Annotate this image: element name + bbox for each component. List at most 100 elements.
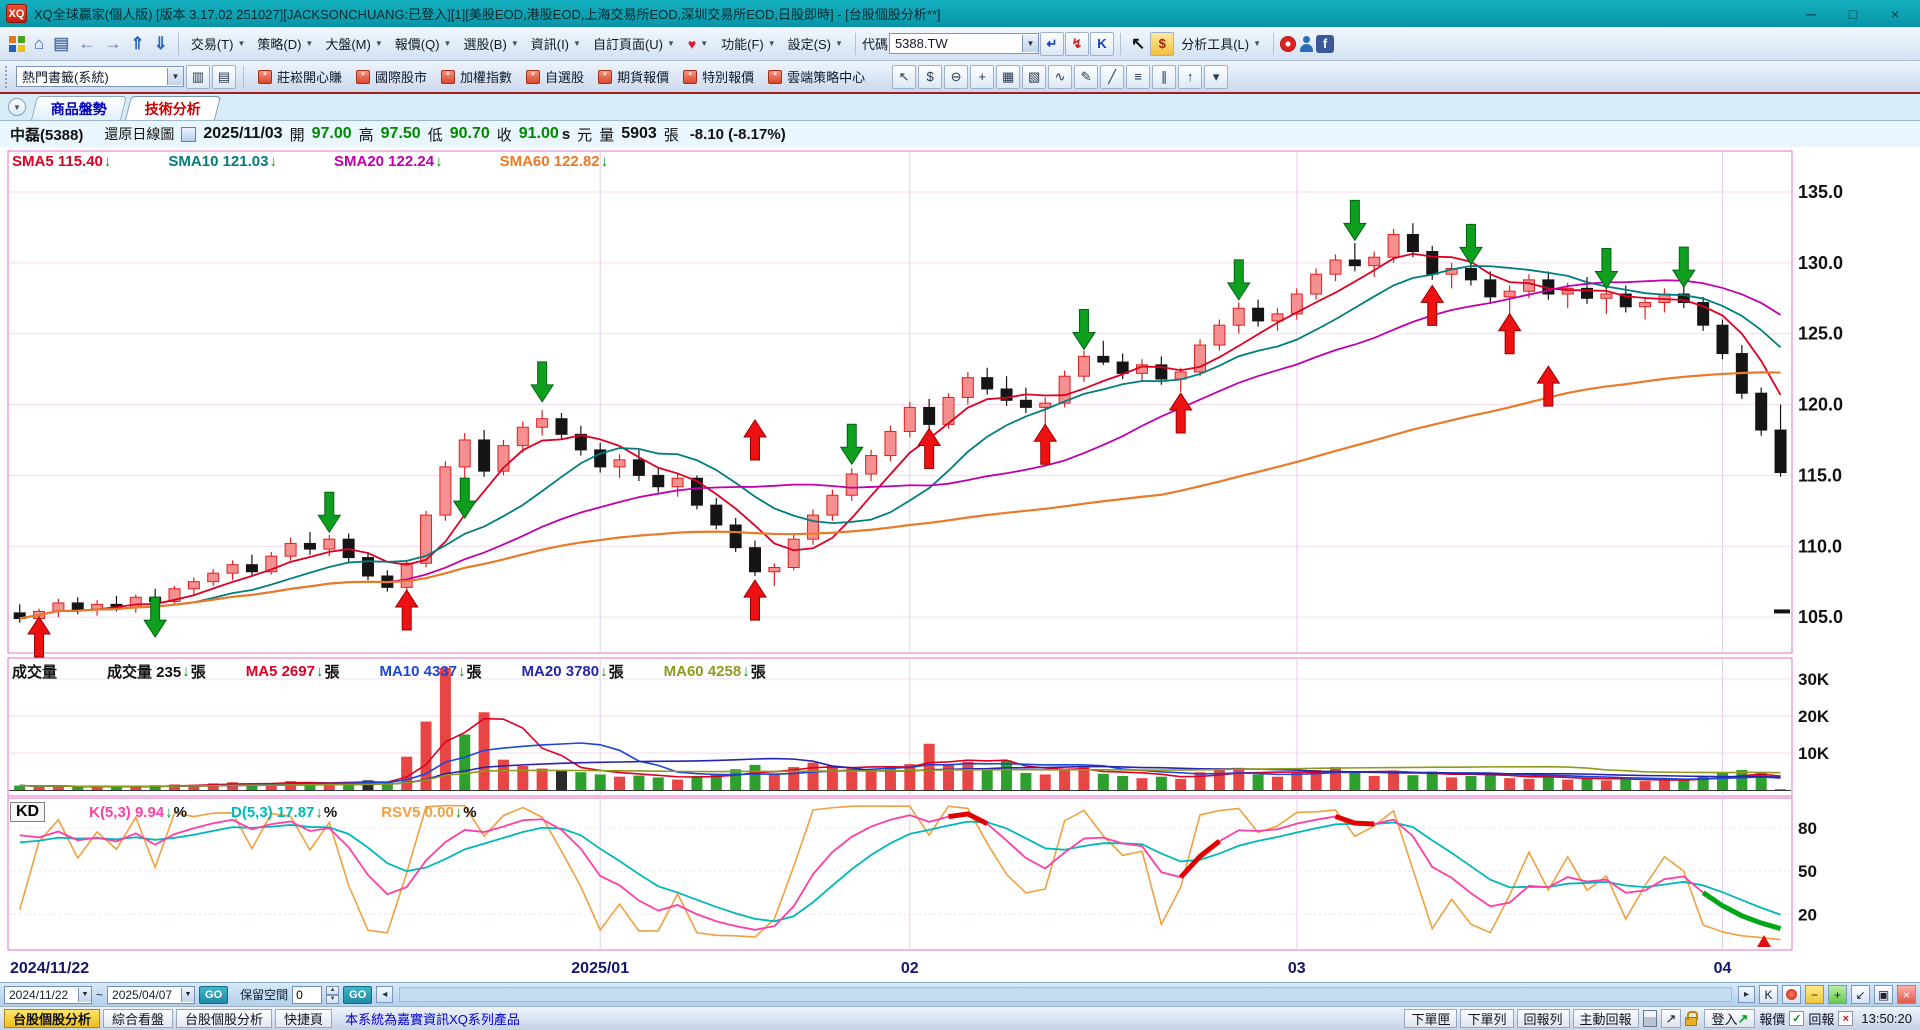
draw-tool-icon[interactable]: ⊖ (944, 64, 969, 89)
kline-chart-button[interactable]: K (1089, 31, 1114, 56)
draw-tool-icon[interactable]: ∿ (1048, 64, 1073, 89)
zoom-in-icon[interactable]: + (1828, 985, 1847, 1004)
toolbar-grip[interactable] (5, 65, 10, 88)
menu-item[interactable]: 交易(T) ▼ (190, 37, 246, 52)
status-tab[interactable]: 台股個股分析 (176, 1009, 273, 1028)
kd-legend-item[interactable]: D(5,3) 17.87 ↓ % (231, 803, 338, 821)
calculator-icon[interactable] (1642, 1010, 1657, 1027)
chevron-down-icon[interactable]: ▼ (78, 987, 91, 1002)
status-tab[interactable]: 快捷頁 (275, 1009, 333, 1028)
price-tool-icon[interactable]: $ (1150, 31, 1175, 56)
facebook-icon[interactable]: f (1316, 34, 1335, 53)
bookmark-button[interactable]: * 莊崧開心賺 (251, 65, 349, 88)
bookmark-button[interactable]: * 加權指數 (434, 65, 519, 88)
volume-legend-item[interactable]: MA60 4258 ↓ 張 (663, 663, 766, 681)
restore-icon[interactable]: ↙ (1851, 985, 1870, 1004)
analysis-tools-menu[interactable]: 分析工具(L) ▼ (1181, 37, 1262, 52)
bookmark-button[interactable]: * 期貨報價 (591, 65, 676, 88)
record-icon[interactable] (1280, 35, 1297, 52)
expand-down-icon[interactable]: ⇓ (153, 33, 168, 53)
chevron-down-icon[interactable]: ▼ (181, 987, 195, 1002)
lock-icon[interactable] (1685, 1011, 1699, 1026)
kd-legend-item[interactable]: K(5,3) 9.94 ↓ % (89, 803, 187, 821)
draw-tool-icon[interactable]: ↖ (892, 64, 917, 89)
sma-legend-item[interactable]: SMA20 122.24 ↓ (333, 153, 443, 170)
menu-item[interactable]: 選股(B) ▼ (463, 37, 519, 52)
bookmark-button[interactable]: * 國際股市 (349, 65, 434, 88)
k-mode-button[interactable]: K (1759, 985, 1778, 1004)
zoom-out-icon[interactable]: − (1805, 985, 1824, 1004)
home-icon[interactable]: ⌂ (34, 33, 45, 53)
order-button[interactable]: 回報列 (1516, 1009, 1570, 1028)
symbol-code-input[interactable]: 5388.TW ▼ (888, 33, 1039, 54)
volume-legend-item[interactable]: 成交量 235 ↓ 張 (107, 663, 206, 681)
draw-tool-icon[interactable]: ▧ (1022, 64, 1047, 89)
column-chart-icon[interactable]: ▤ (212, 64, 236, 89)
menu-item[interactable]: 策略(D) ▼ (257, 37, 314, 52)
page-tab[interactable]: 技術分析 (125, 96, 221, 120)
go-button-2[interactable]: GO (343, 985, 373, 1004)
draw-tool-icon[interactable]: $ (918, 64, 943, 89)
kd-legend-item[interactable]: RSV5 0.00 ↓ % (381, 803, 477, 821)
back-icon[interactable]: ← (78, 33, 96, 53)
reserve-space-input[interactable] (292, 985, 323, 1004)
scroll-left-icon[interactable]: ◂ (376, 986, 394, 1003)
spinner-control[interactable]: ▲ ▼ (326, 985, 340, 1004)
status-tab[interactable]: 綜合看盤 (103, 1009, 174, 1028)
page-tab[interactable]: 商品盤勢 (31, 96, 127, 120)
popout-icon[interactable]: ↗ (1660, 1009, 1682, 1028)
chart-canvas[interactable]: 135.0 130.0 125.0 120.0 115.0 110.0 105.0 30K 20… (0, 147, 1920, 982)
menu-item[interactable]: 大盤(M) ▼ (325, 37, 383, 52)
record-dot-button[interactable] (1782, 985, 1801, 1004)
collapse-up-icon[interactable]: ⇑ (130, 33, 145, 53)
chevron-down-icon[interactable]: ▼ (1021, 35, 1038, 52)
order-button[interactable]: 下單列 (1460, 1009, 1514, 1028)
report-status-cross-icon[interactable]: × (1838, 1011, 1854, 1026)
order-button[interactable]: 下單匣 (1404, 1009, 1458, 1028)
draw-tool-icon[interactable]: ↑ (1178, 64, 1203, 89)
draw-tool-icon[interactable]: ▾ (1204, 64, 1229, 89)
volume-legend-item[interactable]: MA20 3780 ↓ 張 (521, 663, 624, 681)
draw-tool-icon[interactable]: + (970, 64, 995, 89)
sma-legend-item[interactable]: SMA10 121.03 ↓ (168, 153, 277, 170)
forward-icon[interactable]: → (104, 33, 122, 53)
volume-legend-item[interactable]: MA10 4337 ↓ 張 (379, 663, 482, 681)
page-list-icon[interactable]: ▤ (53, 33, 70, 53)
enter-symbol-button[interactable]: ↵ (1039, 31, 1064, 56)
maximize-button[interactable]: □ (1848, 5, 1858, 22)
minimize-button[interactable]: ─ (1806, 5, 1816, 22)
chevron-down-icon[interactable]: ▼ (167, 68, 183, 85)
draw-tool-icon[interactable]: ✎ (1074, 64, 1099, 89)
date-from-combo[interactable]: 2024/11/22 ▼ (4, 985, 92, 1004)
cursor-tool-icon[interactable]: ↖ (1130, 33, 1146, 53)
login-button[interactable]: 登入 ↗ (1704, 1009, 1756, 1028)
menu-item[interactable]: 報價(Q) ▼ (394, 37, 452, 52)
go-button[interactable]: GO (199, 985, 229, 1004)
draw-tool-icon[interactable]: ≡ (1126, 64, 1151, 89)
draw-tool-icon[interactable]: ∥ (1152, 64, 1177, 89)
menu-item[interactable]: 自訂頁面(U) ▼ (592, 37, 675, 52)
menu-item[interactable]: 功能(F) ▼ (721, 37, 776, 52)
menu-item[interactable]: 資訊(I) ▼ (530, 37, 581, 52)
menu-item-favorites[interactable]: ♥ ▼ (682, 33, 714, 55)
account-icon[interactable] (1297, 35, 1315, 53)
sma-legend-item[interactable]: SMA60 122.82 ↓ (499, 153, 609, 170)
workspace-grid-icon[interactable] (9, 35, 25, 52)
horizontal-scrollbar[interactable] (399, 987, 1732, 1002)
sma-legend-item[interactable]: SMA5 115.40 ↓ (12, 153, 112, 170)
tab-list-dropdown-icon[interactable]: ▼ (8, 98, 26, 116)
menu-item[interactable]: 設定(S) ▼ (787, 37, 843, 52)
bookmark-combo[interactable]: 熱門書籤(系統) ▼ (16, 66, 184, 87)
fullscreen-icon[interactable]: ▣ (1874, 985, 1893, 1004)
bookmark-button[interactable]: * 雲端策略中心 (761, 65, 872, 88)
chart-type-label[interactable]: 還原日線圖 (104, 126, 175, 142)
trend-chart-button[interactable]: ↯ (1064, 31, 1089, 56)
date-to-combo[interactable]: 2025/04/07 ▼ (107, 985, 196, 1004)
alert-icon[interactable]: × (1897, 985, 1916, 1004)
status-tab[interactable]: 台股個股分析 (4, 1009, 101, 1028)
draw-tool-icon[interactable]: ╱ (1100, 64, 1125, 89)
calendar-icon[interactable] (181, 126, 197, 142)
bookmark-button[interactable]: * 特別報價 (676, 65, 761, 88)
quote-status-check-icon[interactable]: ✓ (1789, 1011, 1805, 1026)
scroll-right-icon[interactable]: ▸ (1738, 986, 1755, 1003)
